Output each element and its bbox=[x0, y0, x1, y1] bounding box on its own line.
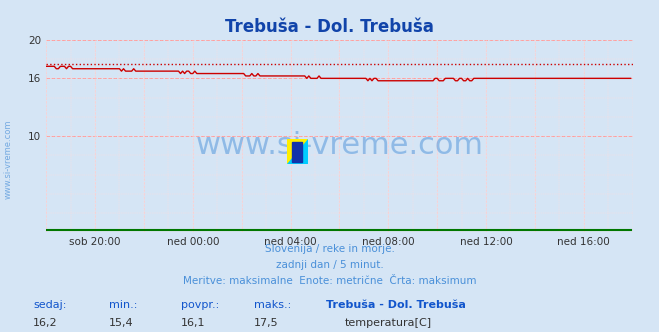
Text: temperatura[C]: temperatura[C] bbox=[345, 318, 432, 328]
Text: 16,2: 16,2 bbox=[33, 318, 57, 328]
Text: sedaj:: sedaj: bbox=[33, 300, 67, 310]
Text: min.:: min.: bbox=[109, 300, 137, 310]
Text: www.si-vreme.com: www.si-vreme.com bbox=[3, 120, 13, 199]
Text: povpr.:: povpr.: bbox=[181, 300, 219, 310]
Polygon shape bbox=[292, 142, 302, 162]
Text: Trebuša - Dol. Trebuša: Trebuša - Dol. Trebuša bbox=[225, 18, 434, 36]
Text: Slovenija / reke in morje.: Slovenija / reke in morje. bbox=[264, 244, 395, 254]
Text: maks.:: maks.: bbox=[254, 300, 291, 310]
Polygon shape bbox=[287, 139, 308, 164]
Text: 15,4: 15,4 bbox=[109, 318, 133, 328]
Text: Meritve: maksimalne  Enote: metrične  Črta: maksimum: Meritve: maksimalne Enote: metrične Črta… bbox=[183, 276, 476, 286]
Text: www.si-vreme.com: www.si-vreme.com bbox=[195, 131, 484, 160]
Text: 16,1: 16,1 bbox=[181, 318, 206, 328]
Text: 17,5: 17,5 bbox=[254, 318, 278, 328]
Polygon shape bbox=[287, 139, 308, 164]
Text: Trebuša - Dol. Trebuša: Trebuša - Dol. Trebuša bbox=[326, 300, 466, 310]
Text: zadnji dan / 5 minut.: zadnji dan / 5 minut. bbox=[275, 260, 384, 270]
